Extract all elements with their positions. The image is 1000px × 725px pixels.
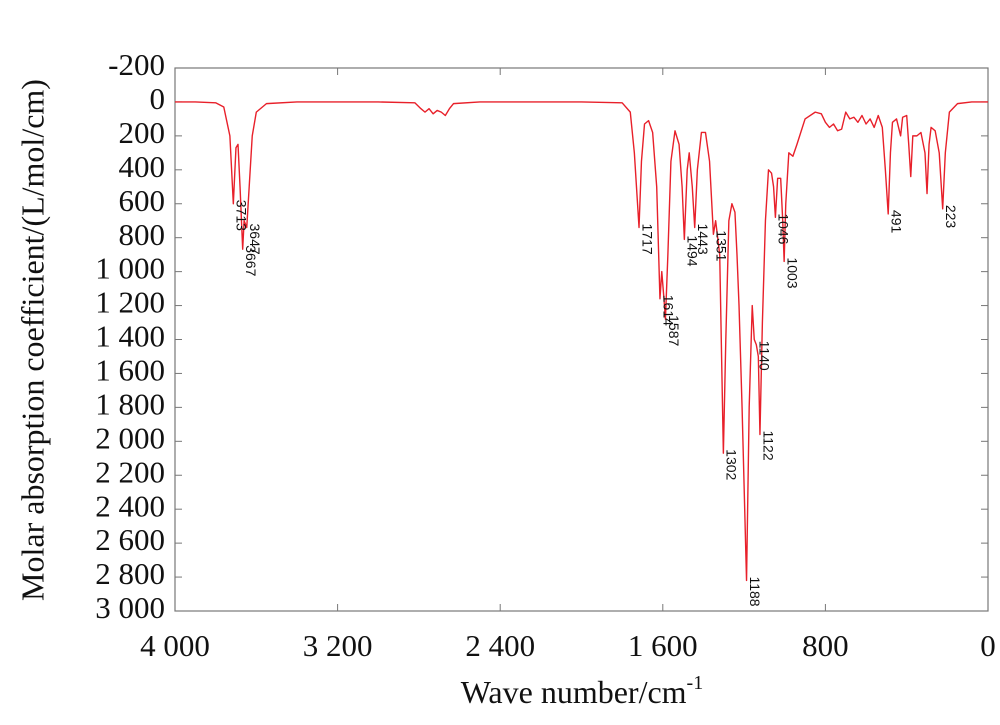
y-tick-label: 1 600: [95, 353, 165, 388]
x-tick-label: 4 000: [140, 628, 210, 663]
y-tick-label: 600: [119, 183, 166, 218]
peak-label: 1717: [639, 224, 655, 255]
y-tick-label: 1 800: [95, 386, 165, 421]
y-tick-label: 800: [119, 217, 166, 252]
y-axis-title: Molar absorption coefficient/(L/mol/cm): [14, 79, 50, 601]
peak-label: 1046: [776, 213, 792, 244]
peak-label: 491: [889, 210, 905, 234]
y-tick-label: 0: [150, 81, 166, 116]
x-axis-title-text: Wave number/cm: [461, 674, 687, 710]
y-tick-label: 1 200: [95, 285, 165, 320]
x-tick-label: 800: [802, 628, 849, 663]
peak-label: 1443: [695, 224, 711, 255]
y-tick-label: 400: [119, 149, 166, 184]
peak-label: 1494: [685, 235, 701, 266]
y-tick-label: 2 000: [95, 420, 165, 455]
peak-label: 3647: [247, 224, 263, 255]
x-tick-label: 1 600: [628, 628, 698, 663]
y-tick-label: -200: [108, 47, 165, 82]
peak-label: 1587: [666, 315, 682, 346]
y-tick-label: 2 400: [95, 488, 165, 523]
y-tick-label: 200: [119, 115, 166, 150]
y-tick-label: 2 600: [95, 522, 165, 557]
peak-label: 1003: [784, 257, 800, 288]
y-tick-label: 3 000: [95, 590, 165, 625]
plot-frame: [174, 67, 989, 612]
peak-label: 223: [943, 205, 959, 229]
peak-label: 3667: [243, 245, 259, 276]
spectrum-line: [175, 101, 988, 582]
peak-label: 1188: [747, 576, 763, 606]
peak-label: 1614: [660, 295, 676, 326]
peak-label: 1122: [760, 431, 776, 461]
peak-label: 1351: [714, 230, 730, 261]
y-tick-label: 1 400: [95, 319, 165, 354]
y-tick-label: 1 000: [95, 251, 165, 286]
x-tick-label: 2 400: [465, 628, 535, 663]
x-axis-title: Wave number/cm-1: [461, 672, 703, 711]
y-tick-label: 2 800: [95, 556, 165, 591]
peak-label: 1140: [757, 341, 773, 371]
peak-label: 3713: [234, 200, 250, 231]
y-tick-label: 2 200: [95, 454, 165, 489]
peak-label: 1302: [724, 449, 740, 480]
x-axis-title-sup: -1: [687, 672, 704, 694]
x-tick-label: 0: [980, 628, 996, 663]
x-tick-label: 3 200: [303, 628, 373, 663]
